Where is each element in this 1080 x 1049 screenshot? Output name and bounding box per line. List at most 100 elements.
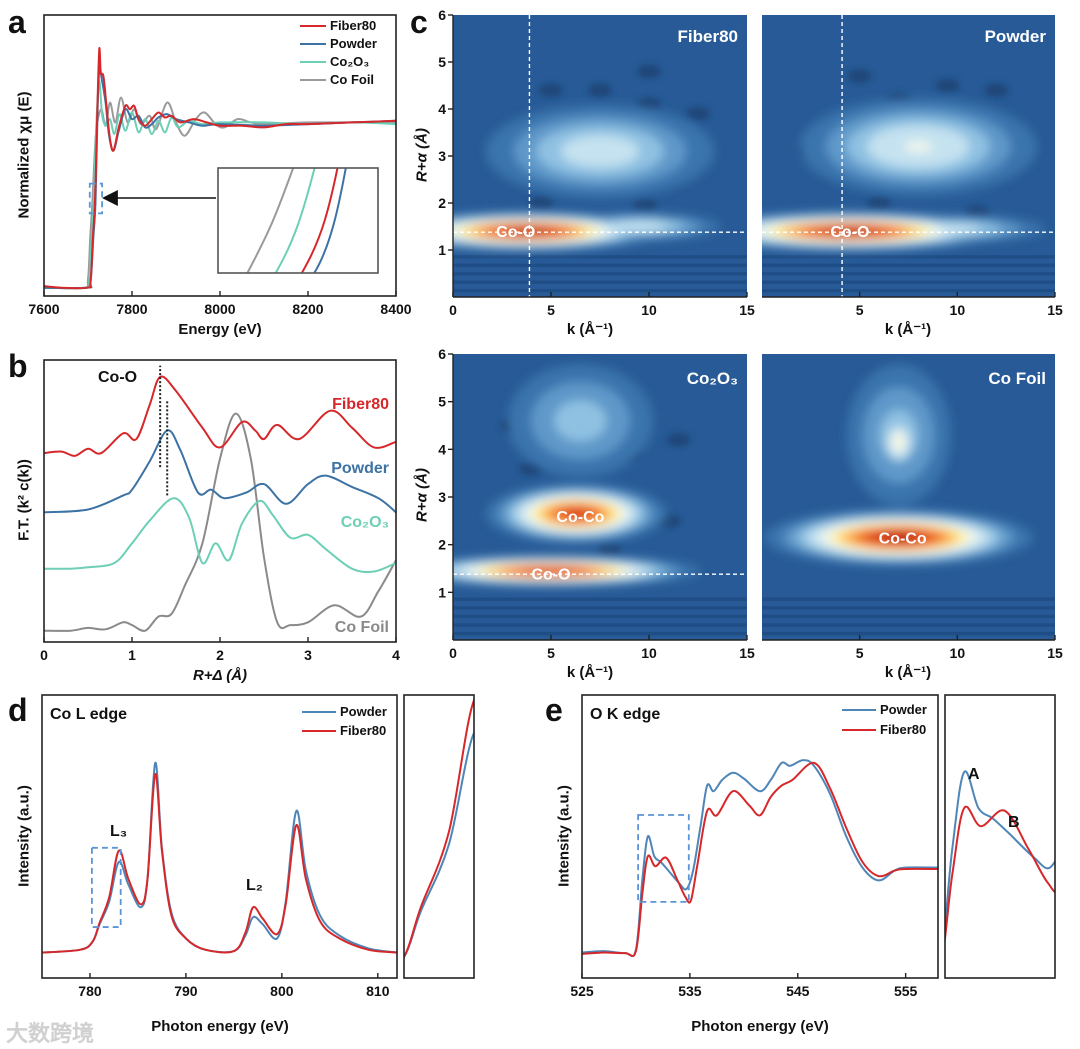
x-tick-label: 555 [894, 983, 918, 999]
inset-background [404, 695, 474, 978]
peak-label-l2: L₂ [246, 877, 263, 894]
axes-frame-d [41, 694, 398, 979]
heatmap-minimum [539, 83, 563, 98]
legend-label-powder: Powder [880, 702, 927, 717]
y-tick-label: 2 [438, 195, 446, 211]
x-tick-label: 3 [304, 647, 312, 663]
panel-letter-c: c [410, 4, 428, 40]
series-line-fiber80 [945, 805, 1055, 947]
inset-plot-d [404, 697, 474, 959]
heatmap-contour [560, 135, 640, 168]
heatmap-band [453, 614, 747, 619]
label-cofoil: Co Foil [334, 619, 389, 636]
panel-letter-a: a [8, 4, 26, 40]
heatmap-band [762, 263, 1055, 267]
heatmap-minimum [529, 196, 554, 210]
heatmap-band [762, 272, 1055, 276]
heatmap-contour [903, 140, 933, 153]
heatmap-band [453, 606, 747, 610]
legend-label-fiber80: Fiber80 [340, 723, 387, 738]
x-tick-label: 10 [641, 302, 657, 318]
series-line-fiber80 [42, 773, 397, 954]
panel-c1-xlabel: k (Å⁻¹) [566, 321, 614, 338]
heatmap-band [762, 280, 1055, 284]
heatmap-band [762, 631, 1055, 636]
heatmap-minimum [847, 69, 872, 84]
y-tick-label: 5 [438, 54, 446, 70]
heatmap-minimum [867, 196, 892, 210]
panel-letter-e: e [545, 692, 563, 728]
zoom-box [90, 846, 122, 928]
panel-e-ylabel: Intensity (a.u.) [555, 785, 573, 887]
heatmap-band [453, 631, 747, 636]
heatmap-contours [764, 364, 1033, 567]
panel-e-xlabel: Photon energy (eV) [691, 1018, 829, 1035]
panel-d-ylabel: Intensity (a.u.) [15, 785, 33, 887]
axes-frame-e [581, 694, 939, 979]
x-tick-label: 15 [739, 302, 755, 318]
legend-label-powder: Powder [340, 704, 387, 719]
series-line-fiber80 [582, 761, 938, 958]
x-tick-label: 535 [678, 983, 702, 999]
x-tick-label: 5 [856, 302, 864, 318]
bond-annotation: Co-O [830, 224, 869, 241]
series-line-fiber80 [404, 697, 474, 959]
legend-swatch-powder [302, 711, 336, 713]
x-tick-label: 7600 [28, 301, 59, 317]
heatmap-band [762, 255, 1055, 259]
heatmap-title-cofoil: Co Foil [988, 369, 1046, 388]
legend-label-cofoil: Co Foil [330, 72, 375, 87]
x-tick-label: 800 [270, 983, 294, 999]
x-tick-label: 10 [950, 302, 966, 318]
x-tick-label: 790 [174, 983, 198, 999]
x-tick-label: 5 [547, 645, 555, 661]
heatmap-title-fiber80: Fiber80 [677, 27, 738, 46]
x-tick-label: 15 [1047, 645, 1063, 661]
heatmap-minimum [984, 83, 1009, 98]
plot-b [44, 375, 396, 632]
series-line-coo [44, 497, 396, 573]
heatmap-minimum [597, 542, 622, 557]
x-tick-label: 15 [739, 645, 755, 661]
y-tick-label: 3 [438, 148, 446, 164]
bond-annotation: Co-O [531, 566, 570, 583]
heatmap-band [453, 255, 747, 259]
peak-label-l3: L₃ [110, 823, 128, 840]
y-tick-label: 5 [438, 394, 446, 410]
peak-label-a: A [968, 766, 980, 783]
panel-letter-b: b [8, 348, 28, 384]
legend-swatch-fiber80 [300, 25, 326, 27]
inset-frame [403, 694, 475, 979]
y-tick-label: 1 [438, 584, 446, 600]
heatmap-title-co2o3: Co₂O₃ [686, 369, 738, 388]
y-tick-label: 1 [438, 242, 446, 258]
series-line-fiber80 [300, 168, 339, 273]
heatmap-minimum [588, 83, 612, 98]
heatmap-band [762, 606, 1055, 610]
x-tick-label: 780 [78, 983, 102, 999]
legend-swatch-fiber80 [302, 730, 336, 732]
series-line-cofoil [44, 412, 396, 632]
x-tick-label: 10 [950, 645, 966, 661]
heatmap-c1: Co-O [453, 15, 747, 297]
heatmap-band [762, 623, 1055, 627]
panel-letter-d: d [8, 692, 28, 728]
heatmap-band [453, 280, 747, 284]
panel-a-xlabel: Energy (eV) [178, 321, 262, 338]
panel-d-xlabel: Photon energy (eV) [151, 1018, 289, 1035]
x-tick-label: 1 [128, 647, 136, 663]
co-o-annotation: Co-O [98, 369, 138, 386]
x-tick-label: 545 [786, 983, 810, 999]
watermark: 大数跨境 [6, 1021, 95, 1046]
x-tick-label: 15 [1047, 302, 1063, 318]
series-line-powder [44, 429, 396, 514]
legend-label-co2o3: Co₂O₃ [330, 54, 370, 69]
label-fiber80: Fiber80 [332, 396, 389, 413]
legend-swatch-co2o3 [300, 61, 326, 63]
panel-c4-xlabel: k (Å⁻¹) [884, 664, 932, 681]
inset-plot-a [246, 168, 347, 273]
heatmap-c2: Co-O [762, 15, 1055, 297]
heatmap-band [453, 623, 747, 627]
label-co2o3: Co₂O₃ [340, 514, 389, 531]
